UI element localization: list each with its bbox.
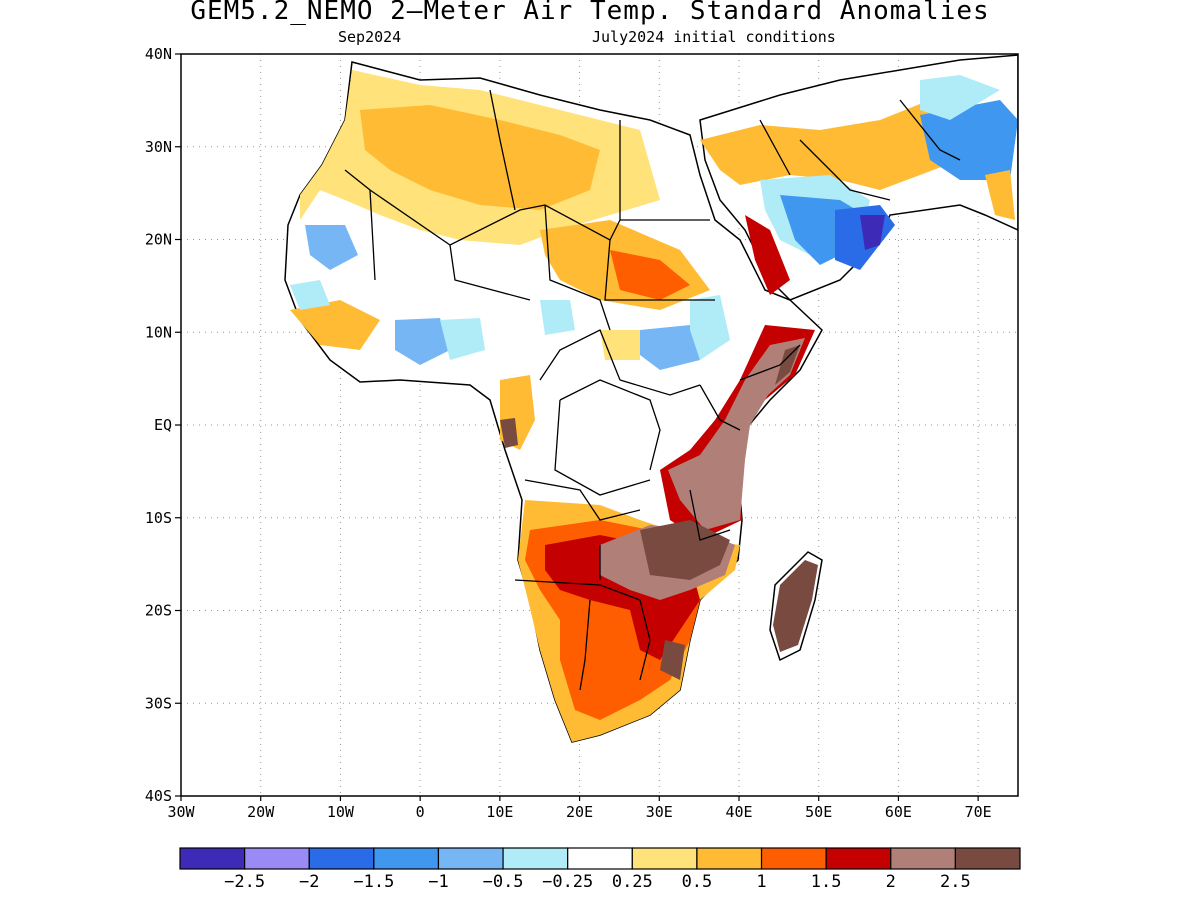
lon-tick-label: 50E <box>805 803 832 821</box>
colorbar-label: −0.5 <box>483 872 524 892</box>
lon-tick-label: 10E <box>486 803 513 821</box>
colorbar-label: 0.5 <box>682 872 713 892</box>
colorbar-label: 2 <box>886 872 896 892</box>
colorbar-swatch <box>631 847 698 870</box>
colorbar <box>179 847 1021 870</box>
lon-tick-label: 70E <box>965 803 992 821</box>
colorbar-swatch <box>890 847 956 870</box>
lon-tick-label: 0 <box>416 803 425 821</box>
lat-tick-label: 10N <box>145 323 172 341</box>
lat-tick-label: 20N <box>145 231 172 249</box>
lat-tick-label: 30N <box>145 138 172 156</box>
longitude-labels: 30W 20W 10W 0 10E 20E 30E 40E 50E 60E 70E <box>167 796 992 821</box>
lon-tick-label: 30W <box>167 803 195 821</box>
lon-tick-label: 40E <box>725 803 752 821</box>
colorbar-swatch <box>179 847 246 870</box>
colorbar-labels: −2.5 −2 −1.5 −1 −0.5 −0.25 0.25 0.5 1 1.5 2 2.5 <box>224 872 971 892</box>
lat-tick-label: EQ <box>154 416 172 434</box>
colorbar-swatch <box>373 847 440 870</box>
lat-tick-label: 10S <box>145 509 172 527</box>
lon-tick-label: 20W <box>247 803 275 821</box>
lon-tick-label: 20E <box>566 803 593 821</box>
lon-tick-label: 60E <box>885 803 912 821</box>
colorbar-label: −1.5 <box>353 872 394 892</box>
colorbar-label: 0.25 <box>612 872 653 892</box>
lat-tick-label: 40N <box>145 45 172 63</box>
colorbar-label: −2.5 <box>224 872 265 892</box>
colorbar-swatch <box>954 847 1021 870</box>
latitude-labels: 40N 30N 20N 10N EQ 10S 20S 30S 40S <box>145 45 181 805</box>
colorbar-label: 2.5 <box>940 872 971 892</box>
forecast-month: Sep2024 <box>338 28 402 46</box>
colorbar-label: −0.25 <box>542 872 593 892</box>
lat-tick-label: 40S <box>145 787 172 805</box>
colorbar-label: −1 <box>428 872 448 892</box>
colorbar-swatch <box>437 847 504 870</box>
lon-tick-label: 30E <box>646 803 673 821</box>
colorbar-label: −2 <box>299 872 319 892</box>
initial-conditions: July2024 initial conditions <box>592 28 836 46</box>
colorbar-swatch <box>567 847 633 870</box>
lat-tick-label: 20S <box>145 602 172 620</box>
lat-tick-label: 30S <box>145 694 172 712</box>
country-borders <box>344 89 961 691</box>
colorbar-swatch <box>244 847 310 870</box>
map-title: GEM5.2_NEMO 2–Meter Air Temp. Standard A… <box>190 0 990 26</box>
colorbar-swatch <box>308 847 375 870</box>
colorbar-label: 1 <box>756 872 766 892</box>
lon-tick-label: 10W <box>327 803 355 821</box>
colorbar-swatch <box>696 847 763 870</box>
colorbar-label: 1.5 <box>811 872 842 892</box>
colorbar-swatch <box>825 847 892 870</box>
colorbar-swatch <box>502 847 569 870</box>
anomaly-field <box>284 54 1018 743</box>
colorbar-swatch <box>760 847 827 870</box>
